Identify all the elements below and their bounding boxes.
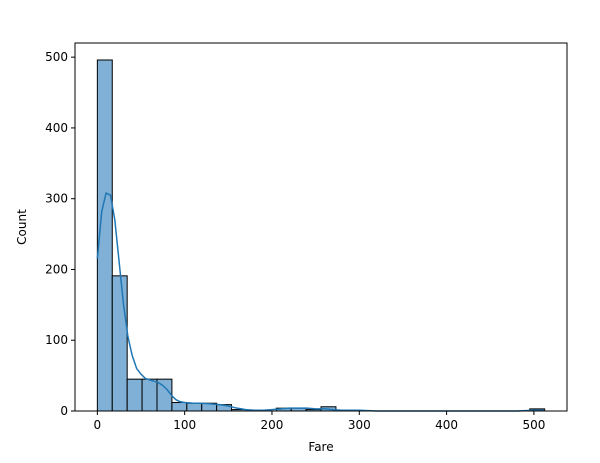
x-tick-label: 0 <box>94 418 102 432</box>
y-tick-label: 0 <box>60 404 68 418</box>
x-axis: 0 100 200 300 400 500 <box>94 411 545 432</box>
histogram-bar <box>186 402 203 412</box>
y-tick-label: 500 <box>45 50 68 64</box>
y-axis-label: Count <box>15 209 29 245</box>
y-tick-label: 100 <box>45 333 68 347</box>
x-axis-label: Fare <box>308 440 333 454</box>
y-tick-label: 300 <box>45 192 68 206</box>
plot-area-frame <box>74 42 568 412</box>
y-axis: 0 100 200 300 400 500 <box>45 50 75 418</box>
x-tick-label: 500 <box>522 418 545 432</box>
x-tick-label: 400 <box>435 418 458 432</box>
histogram-bar <box>111 275 128 412</box>
bars-layer <box>96 59 546 412</box>
y-tick-label: 400 <box>45 121 68 135</box>
x-tick-label: 200 <box>261 418 284 432</box>
histogram-bar <box>126 378 143 412</box>
y-tick-label: 200 <box>45 262 68 276</box>
x-tick-label: 100 <box>173 418 196 432</box>
x-tick-label: 300 <box>348 418 371 432</box>
histogram-bar <box>171 402 188 412</box>
histogram-bar <box>141 378 158 412</box>
